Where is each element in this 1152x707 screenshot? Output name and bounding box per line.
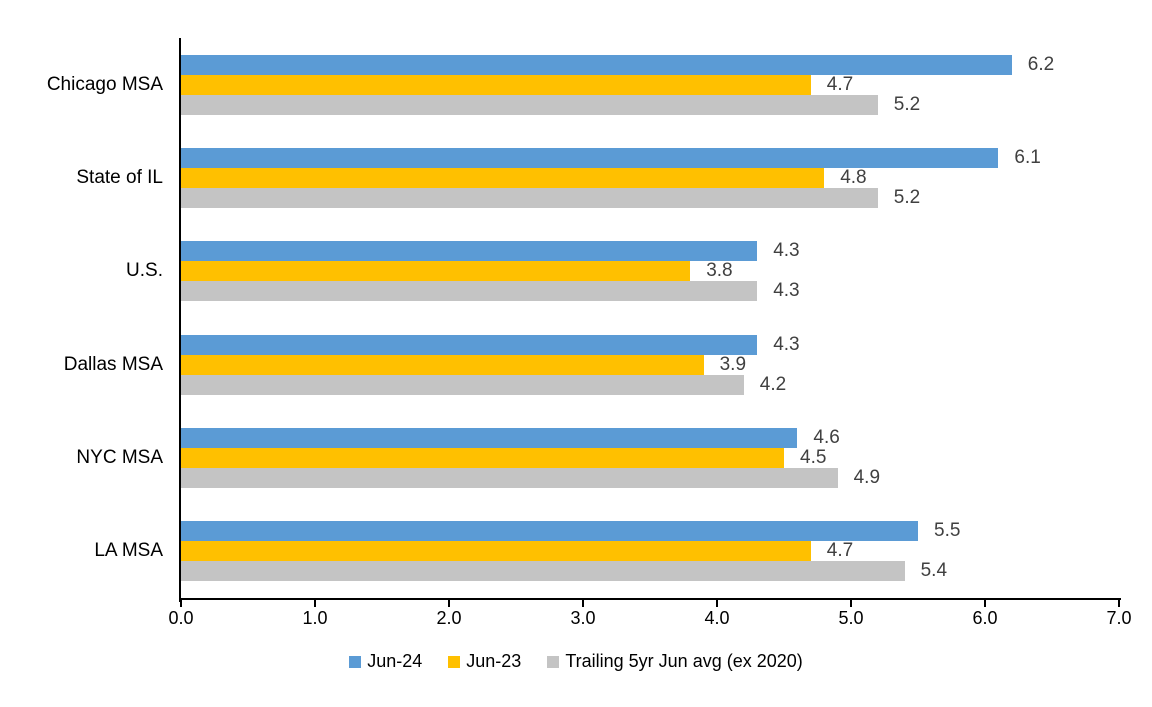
bar-jun-24-dallas-msa: [181, 334, 758, 355]
bar-jun-24-state-of-il: [181, 148, 999, 168]
data-label: 5.5: [934, 520, 961, 542]
legend-color-swatch: [349, 655, 362, 668]
x-tick: [850, 600, 852, 607]
x-tick-label: 1.0: [302, 608, 328, 628]
category-label: LA MSA: [94, 540, 163, 562]
bar-jun-23-u-s: [181, 261, 691, 282]
data-label: 4.5: [800, 447, 827, 468]
data-label: 5.2: [893, 187, 921, 208]
x-tick-label: 6.0: [972, 608, 998, 628]
bar-jun-23-state-of-il: [181, 168, 825, 188]
x-tick: [984, 600, 986, 607]
x-tick: [1118, 600, 1120, 607]
category-label: U.S.: [126, 260, 163, 282]
bar-jun-23-nyc-msa: [181, 448, 784, 468]
x-tick-label: 3.0: [570, 608, 596, 628]
x-axis-line: [179, 598, 1121, 600]
bar-trailing-5yr-jun-avg-ex-2020-nyc-msa: [181, 468, 838, 488]
legend: Jun-24 Jun-23 Trailing 5yr Jun avg (ex 202…: [0, 651, 1152, 672]
data-label: 3.8: [706, 260, 733, 282]
x-tick: [582, 600, 584, 607]
bar-trailing-5yr-jun-avg-ex-2020-chicago-msa: [181, 94, 878, 115]
bar-jun-23-chicago-msa: [181, 74, 811, 95]
category-label: NYC MSA: [76, 447, 163, 468]
bar-jun-24-chicago-msa: [181, 54, 1012, 75]
legend-item-jun-24: Jun-24: [349, 651, 422, 672]
legend-label: Jun-23: [466, 651, 522, 671]
data-label: 4.7: [826, 73, 854, 95]
data-label: 6.1: [1014, 147, 1041, 168]
bar-trailing-5yr-jun-avg-ex-2020-dallas-msa: [181, 374, 744, 395]
data-label: 4.8: [840, 167, 867, 188]
data-label: 5.4: [920, 560, 948, 582]
data-label: 4.6: [813, 427, 840, 448]
legend-label: Jun-24: [367, 651, 423, 671]
plot-area: 6.2 4.7 5.2 6.1 4.8 5.2 4.3 3.8 4.3 4.3 3.9 4.2 4.6 4…: [181, 38, 1119, 598]
bar-jun-23-dallas-msa: [181, 354, 704, 375]
x-tick: [448, 600, 450, 607]
x-tick-label: 4.0: [704, 608, 730, 628]
data-label: 4.2: [759, 373, 787, 395]
data-label: 4.3: [773, 240, 800, 262]
x-tick: [716, 600, 718, 607]
data-label: 4.3: [773, 333, 800, 355]
legend-item-jun-23: Jun-23: [448, 651, 521, 672]
bar-jun-24-u-s: [181, 241, 758, 262]
data-label: 6.2: [1027, 53, 1055, 75]
category-axis: Chicago MSA State of IL U.S. Dallas MSA NYC …: [0, 0, 163, 707]
legend-color-swatch: [448, 655, 461, 668]
bar-jun-24-la-msa: [181, 521, 918, 542]
category-label: Chicago MSA: [46, 73, 163, 95]
data-label: 3.9: [719, 353, 747, 375]
x-tick-label: 7.0: [1106, 608, 1132, 628]
category-label: State of IL: [76, 167, 163, 188]
data-label: 4.3: [773, 280, 800, 302]
bar-trailing-5yr-jun-avg-ex-2020-u-s: [181, 281, 758, 302]
x-tick-label: 5.0: [838, 608, 864, 628]
x-tick: [314, 600, 316, 607]
bar-trailing-5yr-jun-avg-ex-2020-state-of-il: [181, 188, 878, 208]
legend-color-swatch: [547, 655, 560, 668]
data-label: 4.7: [826, 540, 854, 562]
legend-label: Trailing 5yr Jun avg (ex 2020): [565, 651, 803, 671]
x-tick-label: 0.0: [168, 608, 194, 628]
x-tick: [180, 600, 182, 607]
category-label: Dallas MSA: [63, 353, 163, 375]
data-label: 4.9: [853, 467, 881, 488]
y-axis-line: [179, 38, 181, 602]
data-label: 5.2: [893, 93, 921, 115]
bar-trailing-5yr-jun-avg-ex-2020-la-msa: [181, 561, 905, 582]
bar-jun-23-la-msa: [181, 541, 811, 562]
legend-item-trailing-5yr-jun-avg-ex-2020: Trailing 5yr Jun avg (ex 2020): [547, 651, 803, 672]
bar-jun-24-nyc-msa: [181, 428, 798, 448]
x-tick-label: 2.0: [436, 608, 462, 628]
